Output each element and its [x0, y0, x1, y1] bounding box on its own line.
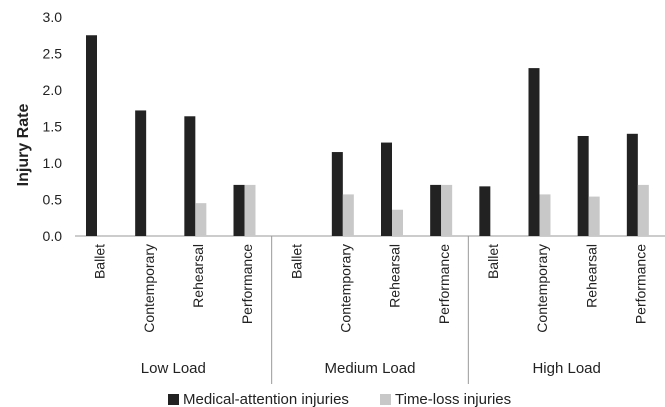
bar-time-loss: [539, 194, 551, 236]
y-tick-label: 1.0: [43, 155, 63, 171]
category-label: Rehearsal: [387, 244, 403, 308]
legend-swatch: [168, 394, 179, 405]
legend-label: Time-loss injuries: [395, 391, 511, 407]
y-tick-label: 1.5: [43, 119, 63, 135]
bar-medical-attention: [577, 135, 589, 236]
bar-time-loss: [195, 203, 207, 236]
bars: [86, 35, 649, 236]
category-label: Rehearsal: [583, 244, 599, 308]
group-label: Low Load: [141, 360, 206, 377]
category-label: Performance: [436, 244, 452, 324]
bar-medical-attention: [430, 184, 442, 236]
category-label: Performance: [239, 244, 255, 324]
legend: Medical-attention injuries Time-loss inju…: [168, 391, 511, 407]
category-label: Ballet: [288, 244, 304, 279]
category-labels: Ballet Contemporary Rehearsal Performance Ba…: [92, 244, 649, 333]
category-label: Contemporary: [337, 244, 353, 333]
group-labels: Low Load Medium Load High Load: [141, 360, 601, 377]
group-separators: [271, 236, 469, 384]
y-axis-label: Injury Rate: [15, 104, 32, 187]
group-label: Medium Load: [325, 360, 416, 377]
category-label: Ballet: [485, 244, 501, 279]
y-tick-label: 2.0: [43, 82, 63, 98]
y-tick-label: 0.0: [43, 228, 63, 244]
bar-time-loss: [342, 194, 354, 236]
legend-swatch: [380, 394, 391, 405]
bar-medical-attention: [626, 133, 638, 236]
bar-medical-attention: [135, 110, 147, 236]
category-label: Performance: [632, 244, 648, 324]
category-label: Contemporary: [534, 244, 550, 333]
bar-time-loss: [244, 184, 256, 236]
bar-medical-attention: [479, 186, 491, 236]
legend-label: Medical-attention injuries: [183, 391, 349, 407]
bar-time-loss: [441, 184, 453, 236]
bar-time-loss: [392, 209, 403, 236]
bar-medical-attention: [233, 184, 245, 236]
group-label: High Load: [532, 360, 600, 377]
category-label: Contemporary: [141, 244, 157, 333]
y-tick-label: 3.0: [43, 9, 63, 25]
bar-medical-attention: [528, 68, 540, 236]
y-tick-label: 0.5: [43, 192, 63, 208]
y-axis-ticks: 0.0 0.5 1.0 1.5 2.0 2.5 3.0: [43, 9, 63, 244]
bar-medical-attention: [184, 116, 196, 236]
bar-time-loss: [588, 196, 600, 236]
bar-time-loss: [637, 184, 649, 236]
bar-medical-attention: [86, 35, 97, 236]
category-label: Rehearsal: [190, 244, 206, 308]
category-label: Ballet: [92, 244, 108, 279]
bar-medical-attention: [381, 142, 392, 236]
bar-medical-attention: [331, 152, 343, 236]
y-tick-label: 2.5: [43, 46, 63, 62]
